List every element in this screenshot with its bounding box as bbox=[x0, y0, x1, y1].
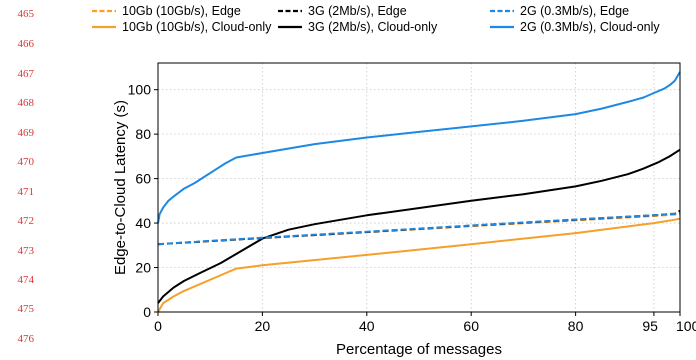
series-group bbox=[157, 71, 681, 313]
grid bbox=[158, 63, 680, 312]
line-number: 469 bbox=[17, 127, 35, 139]
legend-label: 3G (2Mb/s), Edge bbox=[308, 4, 407, 18]
line-number: 470 bbox=[17, 156, 35, 168]
line-number: 465 bbox=[17, 8, 35, 20]
series-line-4 bbox=[157, 212, 681, 246]
x-tick-label: 0 bbox=[154, 318, 162, 334]
line-number: 472 bbox=[17, 215, 35, 227]
y-tick-label: 40 bbox=[135, 215, 151, 231]
x-tick-label: 20 bbox=[255, 318, 271, 334]
plot-frame bbox=[157, 62, 681, 313]
series-line-1 bbox=[157, 217, 681, 313]
series-line-5 bbox=[157, 71, 681, 224]
line-number: 476 bbox=[17, 333, 35, 345]
margin-line-numbers: 465 466 467 468 469 470 471 472 473 474 … bbox=[0, 0, 40, 360]
y-axis-label: Edge-to-Cloud Latency (s) bbox=[112, 100, 129, 275]
x-axis-label: Percentage of messages bbox=[336, 341, 502, 358]
line-number: 471 bbox=[17, 186, 35, 198]
line-number: 467 bbox=[17, 68, 35, 80]
legend-label: 2G (0.3Mb/s), Edge bbox=[520, 4, 629, 18]
series-line-2 bbox=[157, 209, 681, 246]
line-number: 474 bbox=[17, 274, 35, 286]
y-tick-label: 60 bbox=[135, 171, 151, 187]
legend-label: 3G (2Mb/s), Cloud-only bbox=[308, 20, 438, 34]
y-tick-label: 100 bbox=[128, 82, 152, 98]
legend: 10Gb (10Gb/s), Edge 10Gb (10Gb/s), Cloud-… bbox=[92, 4, 660, 34]
legend-label: 10Gb (10Gb/s), Edge bbox=[122, 4, 241, 18]
axis-ticks: 0 20 40 60 80 95 100 0 20 40 60 80 100 bbox=[128, 82, 696, 334]
x-tick-label: 80 bbox=[568, 318, 584, 334]
y-tick-label: 20 bbox=[135, 260, 151, 276]
line-number: 475 bbox=[17, 303, 35, 315]
x-tick-label: 40 bbox=[359, 318, 375, 334]
x-tick-label: 60 bbox=[463, 318, 479, 334]
line-number: 466 bbox=[17, 38, 35, 50]
legend-label: 2G (0.3Mb/s), Cloud-only bbox=[520, 20, 660, 34]
series-line-3 bbox=[157, 148, 681, 304]
legend-label: 10Gb (10Gb/s), Cloud-only bbox=[122, 20, 272, 34]
y-tick-label: 80 bbox=[135, 126, 151, 142]
y-tick-label: 0 bbox=[143, 304, 151, 320]
x-tick-label: 100 bbox=[676, 318, 696, 334]
line-number: 473 bbox=[17, 245, 35, 257]
x-tick-label: 95 bbox=[642, 318, 658, 334]
line-number: 468 bbox=[17, 97, 35, 109]
